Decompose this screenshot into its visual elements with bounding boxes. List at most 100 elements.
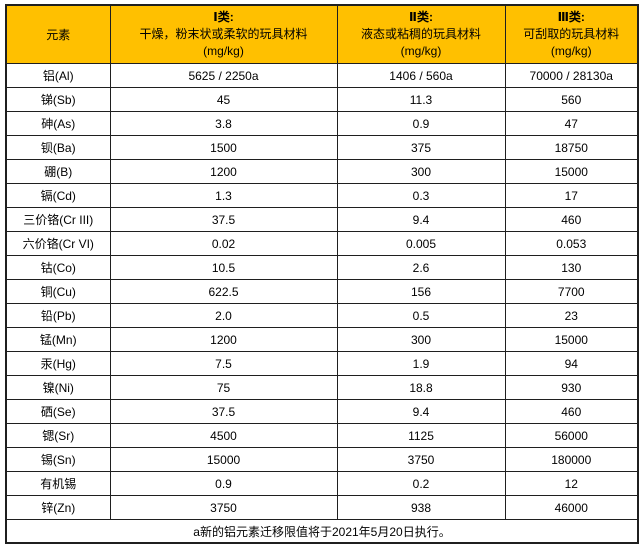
class2-value-cell: 0.3 (336, 183, 506, 208)
class3-value-cell: 130 (504, 255, 639, 280)
class1-value-cell: 0.9 (109, 471, 338, 496)
table-row: 铝(Al) 5625 / 2250a 1406 / 560a 70000 / 2… (5, 63, 639, 88)
table-row: 锰(Mn) 1200 300 15000 (5, 327, 639, 352)
class2-value-cell: 1125 (336, 423, 506, 448)
header-class3-unit: (mg/kg) (550, 44, 592, 58)
table-row: 锶(Sr) 4500 1125 56000 (5, 423, 639, 448)
class3-value-cell: 460 (504, 399, 639, 424)
header-class3-title: Ⅲ类: (557, 10, 585, 24)
class1-value-cell: 1.3 (109, 183, 338, 208)
footnote: a新的铝元素迁移限值将于2021年5月20日执行。 (5, 519, 639, 544)
class2-value-cell: 0.2 (336, 471, 506, 496)
class2-value-cell: 938 (336, 495, 506, 520)
header-class2: Ⅱ类: 液态或粘稠的玩具材料 (mg/kg) (336, 4, 506, 64)
class3-value-cell: 23 (504, 303, 639, 328)
header-class3-desc: 可刮取的玩具材料 (523, 27, 620, 41)
table-header: 元素 Ⅰ类: 干燥，粉末状或柔软的玩具材料 (mg/kg) Ⅱ类: 液态或粘稠的… (5, 4, 639, 64)
class1-value-cell: 37.5 (109, 399, 338, 424)
header-class1-unit: (mg/kg) (203, 44, 244, 58)
element-cell: 锰(Mn) (5, 327, 111, 352)
class1-value-cell: 3750 (109, 495, 338, 520)
class1-value-cell: 4500 (109, 423, 338, 448)
class1-value-cell: 75 (109, 375, 338, 400)
class2-value-cell: 300 (336, 159, 506, 184)
element-cell: 六价铬(Cr VI) (5, 231, 111, 256)
class3-value-cell: 47 (504, 111, 639, 136)
footnote-row: a新的铝元素迁移限值将于2021年5月20日执行。 (5, 519, 639, 544)
class2-value-cell: 9.4 (336, 207, 506, 232)
table-row: 六价铬(Cr VI) 0.02 0.005 0.053 (5, 231, 639, 256)
element-cell: 有机锡 (5, 471, 111, 496)
class3-value-cell: 70000 / 28130a (504, 63, 639, 88)
table-row: 镍(Ni) 75 18.8 930 (5, 375, 639, 400)
class1-value-cell: 1200 (109, 327, 338, 352)
header-class1: Ⅰ类: 干燥，粉末状或柔软的玩具材料 (mg/kg) (109, 4, 338, 64)
header-class1-desc: 干燥，粉末状或柔软的玩具材料 (139, 27, 308, 41)
class3-value-cell: 56000 (504, 423, 639, 448)
element-cell: 镍(Ni) (5, 375, 111, 400)
table-row: 镉(Cd) 1.3 0.3 17 (5, 183, 639, 208)
class3-value-cell: 7700 (504, 279, 639, 304)
element-cell: 汞(Hg) (5, 351, 111, 376)
element-cell: 锡(Sn) (5, 447, 111, 472)
class3-value-cell: 0.053 (504, 231, 639, 256)
table-body: 铝(Al) 5625 / 2250a 1406 / 560a 70000 / 2… (5, 63, 639, 520)
header-class2-title: Ⅱ类: (409, 10, 433, 24)
element-cell: 三价铬(Cr III) (5, 207, 111, 232)
element-cell: 铜(Cu) (5, 279, 111, 304)
element-cell: 锶(Sr) (5, 423, 111, 448)
element-cell: 硼(B) (5, 159, 111, 184)
class2-value-cell: 2.6 (336, 255, 506, 280)
class1-value-cell: 45 (109, 87, 338, 112)
class3-value-cell: 180000 (504, 447, 639, 472)
element-cell: 砷(As) (5, 111, 111, 136)
class3-value-cell: 560 (504, 87, 639, 112)
class3-value-cell: 17 (504, 183, 639, 208)
class1-value-cell: 10.5 (109, 255, 338, 280)
class2-value-cell: 1.9 (336, 351, 506, 376)
class1-value-cell: 2.0 (109, 303, 338, 328)
element-cell: 铅(Pb) (5, 303, 111, 328)
class3-value-cell: 15000 (504, 327, 639, 352)
class1-value-cell: 622.5 (109, 279, 338, 304)
element-cell: 硒(Se) (5, 399, 111, 424)
header-element: 元素 (5, 4, 111, 64)
class1-value-cell: 37.5 (109, 207, 338, 232)
header-class2-desc: 液态或粘稠的玩具材料 (360, 27, 481, 41)
header-class3: Ⅲ类: 可刮取的玩具材料 (mg/kg) (504, 4, 639, 64)
element-cell: 镉(Cd) (5, 183, 111, 208)
table-row: 锡(Sn) 15000 3750 180000 (5, 447, 639, 472)
class2-value-cell: 18.8 (336, 375, 506, 400)
class3-value-cell: 94 (504, 351, 639, 376)
class2-value-cell: 1406 / 560a (336, 63, 506, 88)
class2-value-cell: 0.5 (336, 303, 506, 328)
element-cell: 锑(Sb) (5, 87, 111, 112)
table-row: 三价铬(Cr III) 37.5 9.4 460 (5, 207, 639, 232)
table-row: 砷(As) 3.8 0.9 47 (5, 111, 639, 136)
class3-value-cell: 12 (504, 471, 639, 496)
element-cell: 锌(Zn) (5, 495, 111, 520)
element-cell: 钴(Co) (5, 255, 111, 280)
header-class1-title: Ⅰ类: (213, 10, 234, 24)
class2-value-cell: 156 (336, 279, 506, 304)
table-footer: a新的铝元素迁移限值将于2021年5月20日执行。 (5, 519, 639, 544)
table-row: 钴(Co) 10.5 2.6 130 (5, 255, 639, 280)
class1-value-cell: 1200 (109, 159, 338, 184)
class3-value-cell: 15000 (504, 159, 639, 184)
class2-value-cell: 0.005 (336, 231, 506, 256)
class3-value-cell: 18750 (504, 135, 639, 160)
table-row: 锑(Sb) 45 11.3 560 (5, 87, 639, 112)
class1-value-cell: 5625 / 2250a (109, 63, 338, 88)
table-row: 硒(Se) 37.5 9.4 460 (5, 399, 639, 424)
class1-value-cell: 1500 (109, 135, 338, 160)
class1-value-cell: 7.5 (109, 351, 338, 376)
element-cell: 钡(Ba) (5, 135, 111, 160)
class3-value-cell: 46000 (504, 495, 639, 520)
class2-value-cell: 3750 (336, 447, 506, 472)
header-row: 元素 Ⅰ类: 干燥，粉末状或柔软的玩具材料 (mg/kg) Ⅱ类: 液态或粘稠的… (5, 4, 639, 64)
class1-value-cell: 0.02 (109, 231, 338, 256)
class2-value-cell: 9.4 (336, 399, 506, 424)
table-row: 铜(Cu) 622.5 156 7700 (5, 279, 639, 304)
table-row: 锌(Zn) 3750 938 46000 (5, 495, 639, 520)
